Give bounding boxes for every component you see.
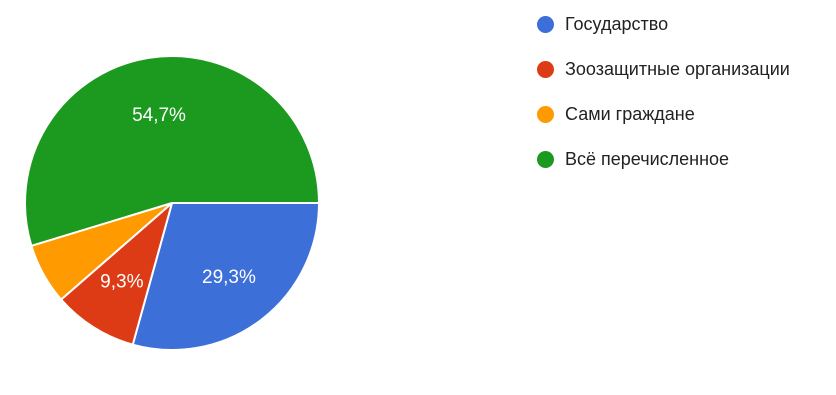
legend-label-zoozashchitnye: Зоозащитные организации <box>565 58 790 79</box>
legend-swatch-sami-grazhdane <box>537 105 554 123</box>
legend-item-vsyo-perechislennoe[interactable]: Всё перечисленное <box>537 143 790 175</box>
legend-label-gosudarstvo: Государство <box>565 13 669 34</box>
legend-item-sami-grazhdane[interactable]: Сами граждане <box>537 98 790 130</box>
pie-slice-zoozashchitnye[interactable] <box>60 202 173 346</box>
legend-label-vsyo-perechislennoe: Всё перечисленное <box>565 148 730 169</box>
pie-slice-label-gosudarstvo: 29,3% <box>202 267 256 288</box>
legend-item-zoozashchitnye[interactable]: Зоозащитные организации <box>537 53 790 85</box>
legend-label-sami-grazhdane: Сами граждане <box>565 103 695 124</box>
pie-slice-label-vsyo-perechislennoe: 54,7% <box>132 105 186 126</box>
pie-slice-label-zoozashchitnye: 9,3% <box>100 272 143 293</box>
legend: Государство Зоозащитные организации Сами… <box>537 8 790 188</box>
legend-swatch-gosudarstvo <box>537 15 554 33</box>
pie-slice-gosudarstvo[interactable] <box>131 202 320 351</box>
legend-item-gosudarstvo[interactable]: Государство <box>537 8 790 40</box>
legend-swatch-zoozashchitnye <box>537 60 554 78</box>
pie-slice-vsyo-perechislennoe[interactable] <box>24 55 320 247</box>
legend-swatch-vsyo-perechislennoe <box>537 150 554 168</box>
